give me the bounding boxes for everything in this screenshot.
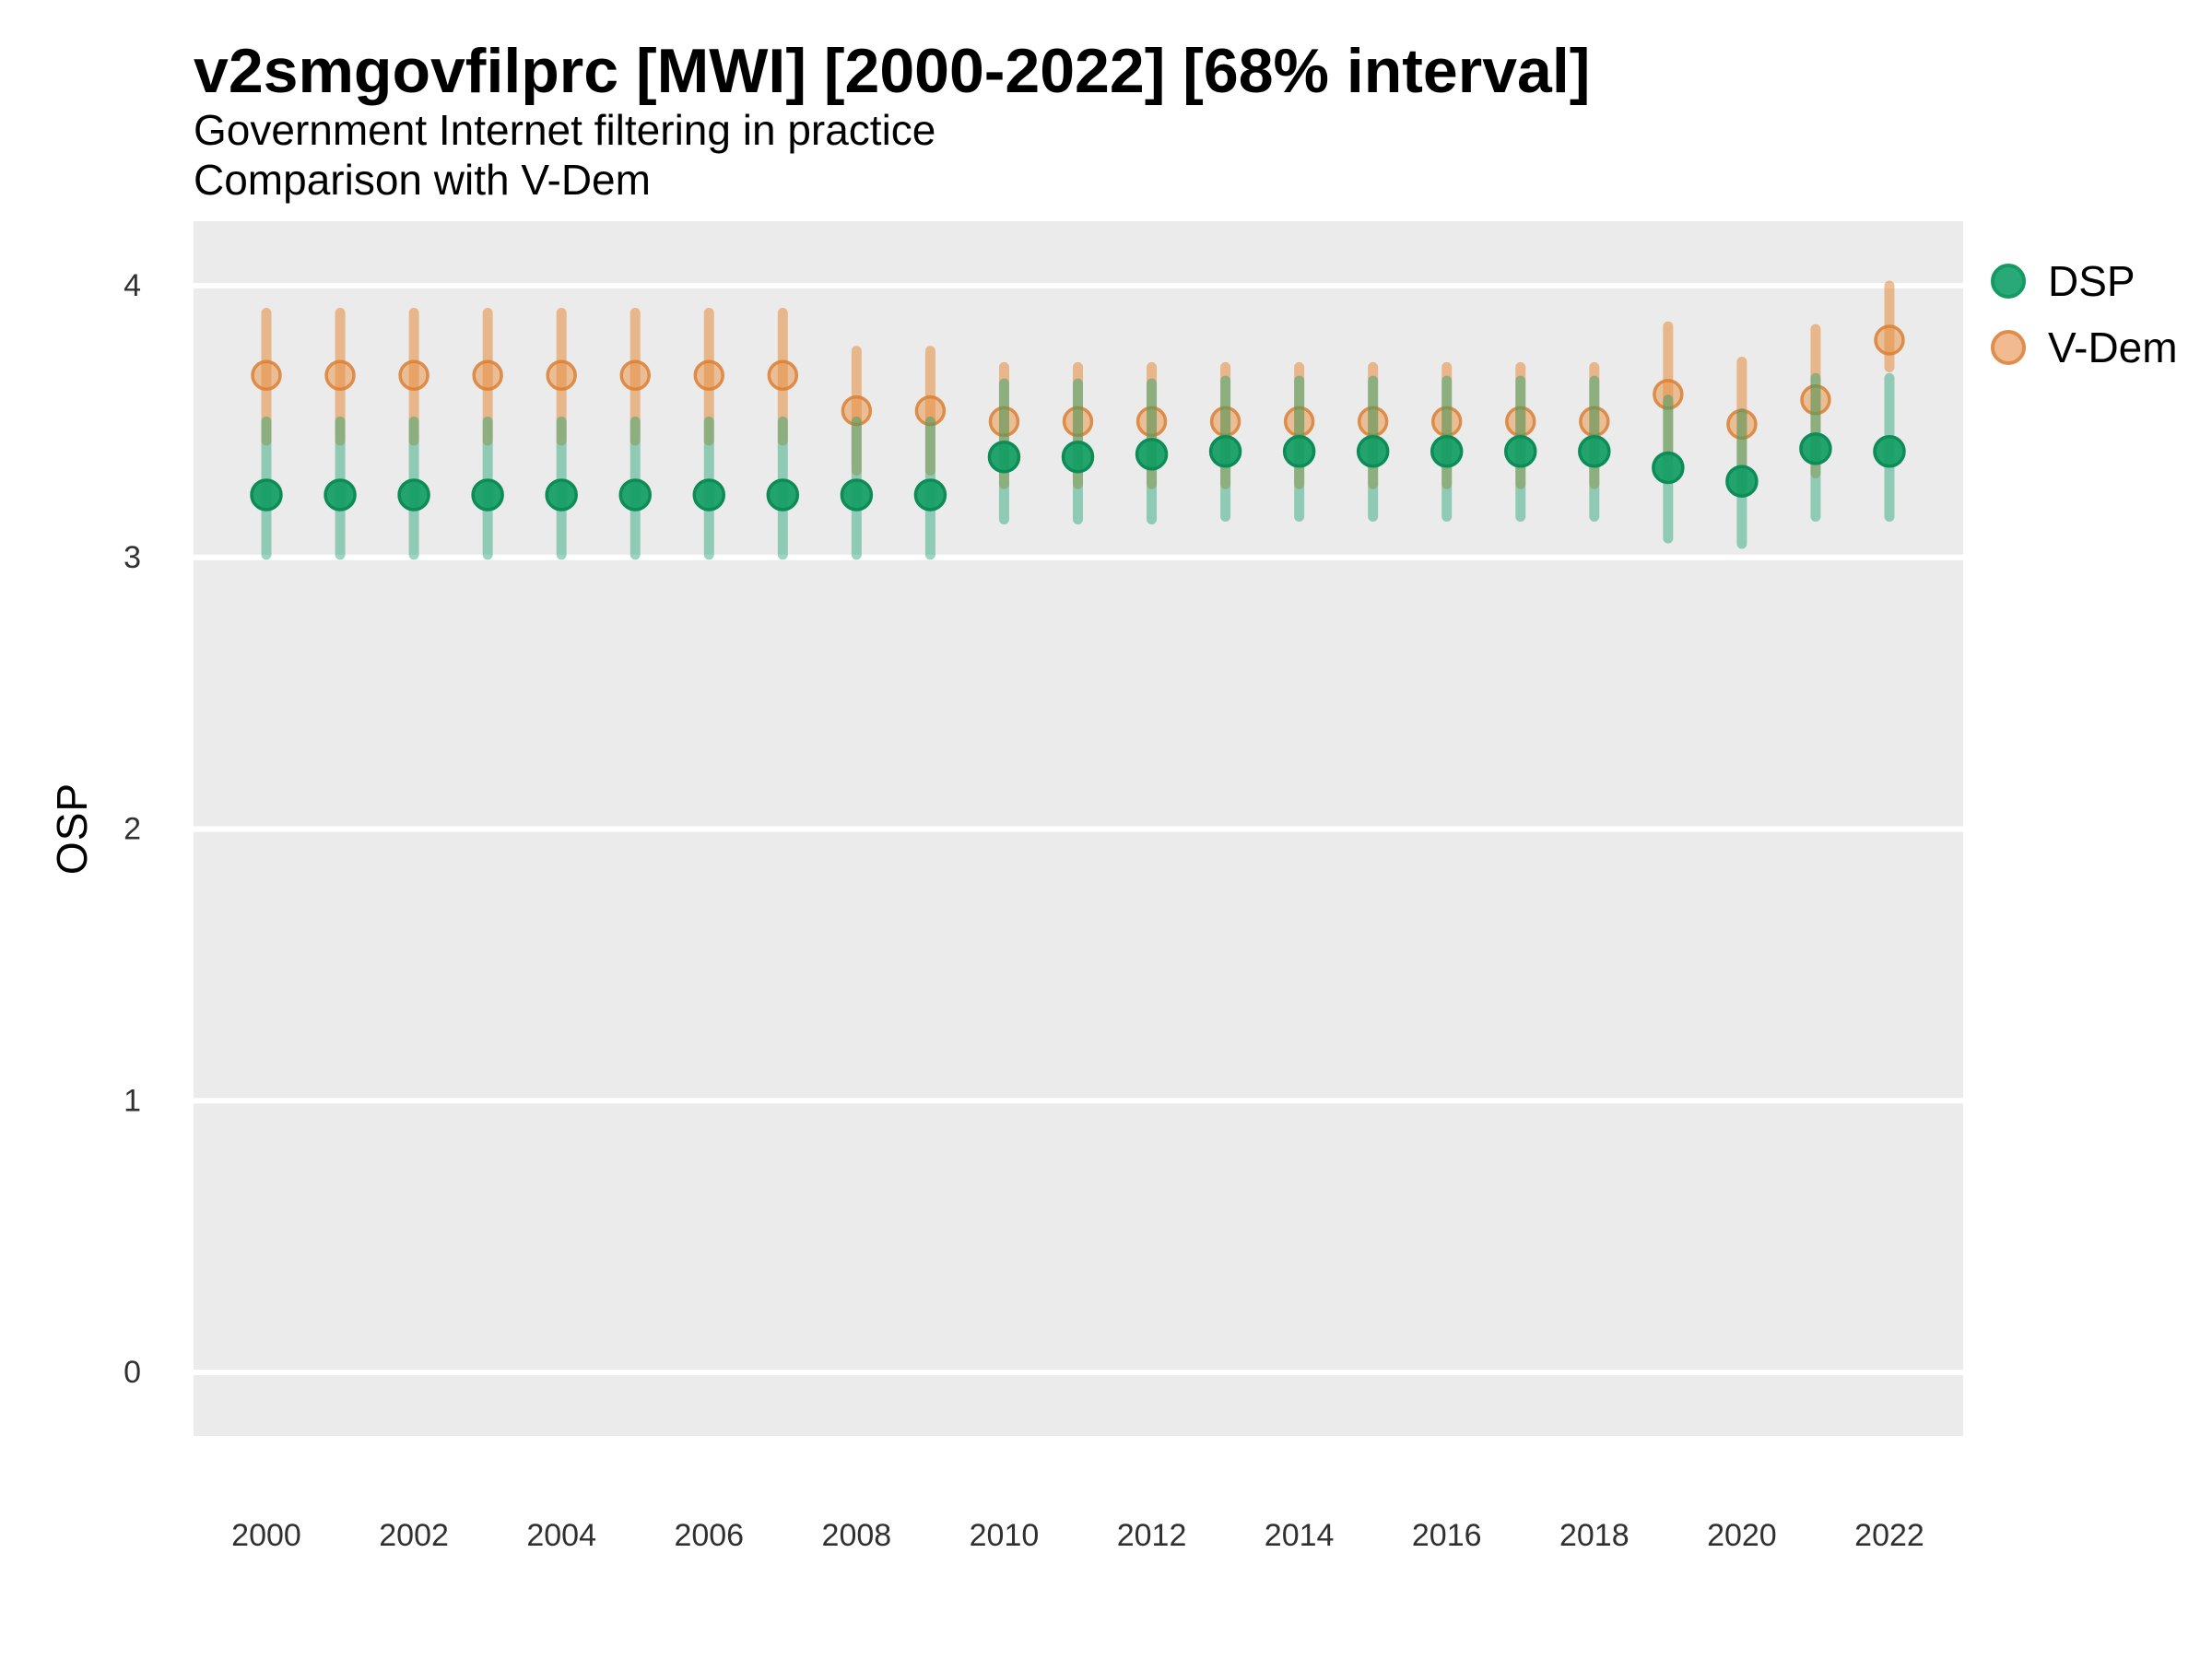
vdem-point-2001	[324, 359, 356, 392]
x-tick-label-2016: 2016	[1412, 1518, 1482, 1553]
vdem-point-2012	[1135, 406, 1168, 438]
dsp-point-2003	[471, 478, 504, 512]
vdem-point-2008	[841, 394, 873, 427]
chart-subtitle-line2: Comparison with V-Dem	[194, 156, 651, 204]
dsp-point-2017	[1504, 435, 1537, 468]
y-tick-label-1: 1	[124, 1083, 141, 1118]
x-tick-label-2012: 2012	[1117, 1518, 1187, 1553]
x-tick-label-2018: 2018	[1559, 1518, 1630, 1553]
dsp-point-2010	[987, 440, 1021, 474]
x-tick-label-2004: 2004	[526, 1518, 596, 1553]
dsp-point-2002	[397, 478, 430, 512]
vdem-point-2003	[472, 359, 503, 392]
legend-label-vdem: V-Dem	[2048, 324, 2178, 371]
x-tick-label-2002: 2002	[379, 1518, 449, 1553]
y-tick-label-2: 2	[124, 812, 141, 847]
dsp-point-2012	[1135, 437, 1169, 471]
legend-item-dsp: DSP	[1991, 256, 2178, 306]
gridline-y-1	[194, 1098, 1963, 1104]
dsp-point-2020	[1725, 465, 1759, 498]
vdem-point-2011	[1062, 406, 1094, 438]
dsp-point-2008	[840, 478, 874, 512]
y-tick-label-0: 0	[124, 1355, 141, 1390]
x-tick-label-2022: 2022	[1854, 1518, 1924, 1553]
vdem-point-2010	[988, 406, 1020, 438]
dsp-point-2022	[1873, 435, 1906, 468]
dsp-point-2018	[1578, 435, 1611, 468]
y-tick-label-3: 3	[124, 540, 141, 575]
x-tick-label-2014: 2014	[1265, 1518, 1335, 1553]
dsp-point-2006	[692, 478, 726, 512]
dsp-point-2013	[1208, 435, 1242, 468]
vdem-point-2019	[1653, 379, 1684, 410]
chart-title: v2smgovfilprc [MWI] [2000-2022] [68% int…	[194, 36, 1591, 106]
x-tick-label-2020: 2020	[1707, 1518, 1777, 1553]
x-tick-label-2000: 2000	[231, 1518, 301, 1553]
vdem-point-2009	[914, 394, 947, 427]
vdem-point-2020	[1726, 408, 1758, 441]
dsp-point-2015	[1356, 435, 1390, 468]
dsp-point-2001	[324, 478, 357, 512]
gridline-y-2	[194, 826, 1963, 832]
legend: DSP V-Dem	[1991, 256, 2178, 372]
chart-subtitle-line1: Government Internet filtering in practic…	[194, 106, 936, 154]
vdem-point-2005	[619, 359, 651, 392]
vdem-point-2007	[767, 359, 799, 392]
x-tick-label-2010: 2010	[970, 1518, 1040, 1553]
dsp-legend-point-icon	[1991, 264, 2026, 299]
x-tick-label-2006: 2006	[674, 1518, 744, 1553]
dsp-point-2016	[1430, 435, 1464, 468]
vdem-point-2006	[693, 359, 725, 392]
y-tick-label-4: 4	[124, 268, 141, 303]
dsp-point-2007	[766, 478, 800, 512]
dsp-point-2009	[913, 478, 947, 512]
vdem-point-2000	[251, 359, 282, 392]
x-tick-label-2008: 2008	[822, 1518, 892, 1553]
dsp-point-2011	[1061, 440, 1095, 474]
vdem-legend-point-icon	[1991, 330, 2026, 365]
dsp-point-2021	[1799, 432, 1832, 465]
gridline-y-3	[194, 554, 1963, 560]
dsp-point-2000	[250, 478, 283, 512]
dsp-point-2019	[1652, 451, 1685, 485]
vdem-point-2021	[1800, 384, 1831, 416]
gridline-y-0	[194, 1370, 1963, 1375]
dsp-point-2014	[1282, 435, 1316, 468]
legend-item-vdem: V-Dem	[1991, 323, 2178, 372]
gridline-y-4	[194, 283, 1963, 288]
vdem-point-2022	[1874, 324, 1905, 356]
vdem-point-2004	[546, 359, 577, 392]
legend-label-dsp: DSP	[2048, 257, 2136, 305]
vdem-point-2002	[398, 359, 429, 392]
dsp-point-2005	[618, 478, 652, 512]
dsp-point-2004	[545, 478, 578, 512]
